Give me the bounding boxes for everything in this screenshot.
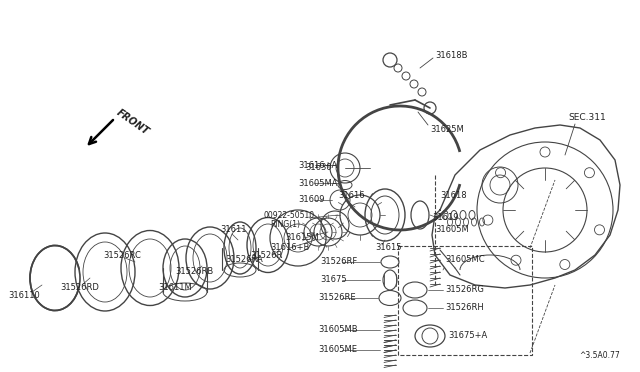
Text: 31619: 31619	[432, 214, 458, 222]
Text: 31675+A: 31675+A	[448, 331, 487, 340]
Text: 31675: 31675	[320, 276, 347, 285]
Text: 31605ME: 31605ME	[318, 346, 357, 355]
Text: 31526RF: 31526RF	[320, 257, 357, 266]
Text: 31526RG: 31526RG	[445, 285, 484, 295]
Text: 00922-50510: 00922-50510	[263, 211, 314, 219]
Text: 31526RA: 31526RA	[225, 256, 263, 264]
Text: 31526RH: 31526RH	[445, 304, 484, 312]
Text: SEC.311: SEC.311	[568, 113, 605, 122]
Text: FRONT: FRONT	[115, 108, 151, 137]
Text: 31526RC: 31526RC	[103, 250, 141, 260]
Text: 31611: 31611	[220, 225, 246, 234]
Text: 31526RE: 31526RE	[318, 294, 356, 302]
Text: 31526RB: 31526RB	[175, 267, 213, 276]
Text: 31605M: 31605M	[435, 225, 468, 234]
Text: 31616+B: 31616+B	[270, 244, 309, 253]
Text: 31618: 31618	[440, 192, 467, 201]
Text: 31616+A: 31616+A	[298, 160, 337, 170]
Text: 31625M: 31625M	[430, 125, 464, 135]
Text: 31605MB: 31605MB	[318, 326, 358, 334]
Text: 31611M: 31611M	[158, 283, 192, 292]
Text: RING(1): RING(1)	[270, 219, 300, 228]
Text: 31616: 31616	[338, 192, 365, 201]
Text: 31615: 31615	[375, 244, 401, 253]
Text: 31609: 31609	[298, 196, 324, 205]
Text: 31618B: 31618B	[435, 51, 467, 60]
Text: ^3.5A0.77: ^3.5A0.77	[579, 351, 620, 360]
Text: 31526R: 31526R	[250, 250, 282, 260]
Text: 31630: 31630	[305, 164, 332, 173]
Text: 31526RD: 31526RD	[60, 283, 99, 292]
Text: 316110: 316110	[8, 291, 40, 299]
Text: 31615M: 31615M	[285, 234, 319, 243]
Text: 31605MA: 31605MA	[298, 179, 337, 187]
Text: 31605MC: 31605MC	[445, 256, 484, 264]
